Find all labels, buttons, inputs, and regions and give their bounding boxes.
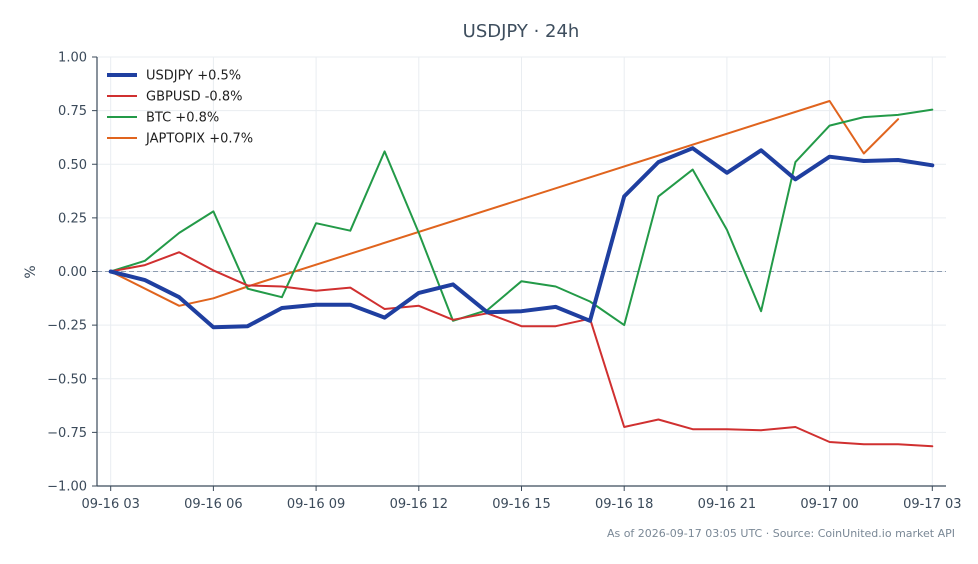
y-tick-label: 1.00 [58,51,87,66]
footer-source: As of 2026-09-17 03:05 UTC · Source: Coi… [607,527,955,540]
series-line-gbpusd [109,251,934,448]
y-tick-label: −0.25 [47,319,87,334]
y-axis-label: % [23,265,39,278]
x-tick-label: 09-16 21 [698,497,756,512]
series-line-usdjpy [108,146,935,330]
y-tick-label: −1.00 [47,480,87,495]
x-tick-label: 09-16 18 [595,497,653,512]
x-tick-label: 09-17 00 [800,497,858,512]
y-tick-label: 0.50 [58,158,87,173]
legend-label: JAPTOPIX +0.7% [145,132,253,147]
legend: USDJPY +0.5% GBPUSD -0.8% BTC +0.8% JAPTOPI… [107,69,253,147]
y-tick-label: 0.75 [58,104,87,119]
x-tick-label: 09-17 03 [903,497,961,512]
y-tick-label: −0.50 [47,372,87,387]
legend-label: BTC +0.8% [146,111,219,126]
y-tick-label: 0.00 [58,265,87,280]
y-tick-label: 0.25 [58,211,87,226]
legend-label: USDJPY +0.5% [146,69,241,84]
x-tick-label: 09-16 15 [492,497,550,512]
x-tick-label: 09-16 06 [184,497,242,512]
ticks: 1.00 0.75 0.50 0.25 0.00 −0.25 −0.50 −0.75 −1.00… [47,51,961,513]
x-tick-label: 09-16 03 [81,497,139,512]
series-layer [108,100,935,448]
chart-title: USDJPY · 24h [463,21,580,42]
x-tick-label: 09-16 12 [390,497,448,512]
legend-label: GBPUSD -0.8% [146,90,242,105]
x-tick-label: 09-16 09 [287,497,345,512]
series-line-btc [109,108,934,327]
y-tick-label: −0.75 [47,426,87,441]
